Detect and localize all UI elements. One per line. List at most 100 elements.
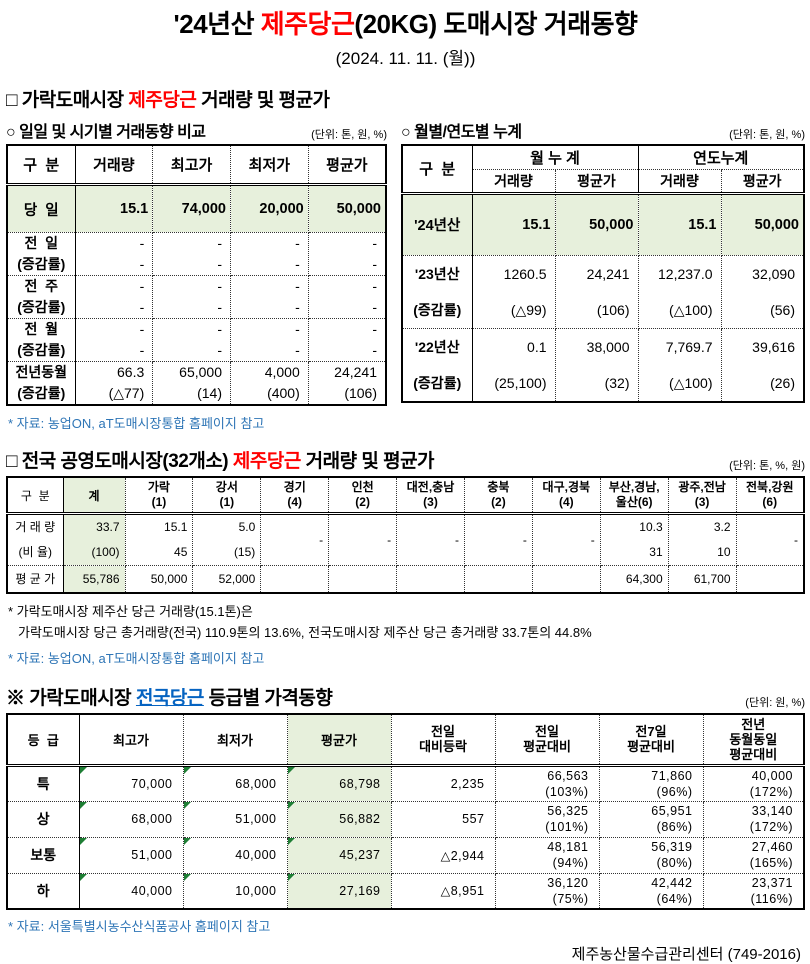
cell: 48,181 (94%) [494, 836, 600, 874]
cell: 3.2 10 [667, 513, 737, 566]
cell: 23,371 (116%) [702, 872, 805, 910]
line: - [372, 256, 377, 272]
nationwide-carrot-link[interactable]: 전국당근 [135, 687, 204, 709]
line: (75%) [552, 891, 589, 906]
cell [260, 565, 330, 593]
row-label: 전 일 (증감률) [6, 232, 76, 276]
line: - [319, 532, 324, 547]
cell: 50,000 [307, 184, 387, 233]
line: 40,000 [751, 768, 793, 783]
cell: -- [152, 232, 231, 276]
line: (증감률) [17, 256, 66, 272]
col-header: 거래량 [637, 168, 722, 195]
cell: 42,442 (64%) [598, 872, 704, 910]
line: 24,241 [586, 265, 630, 282]
line: - [217, 235, 222, 251]
line: 56,325 [547, 804, 589, 818]
cell: 66,563 (103%) [494, 764, 600, 802]
row-label: '24년산 [401, 192, 473, 256]
section3-heading-suffix: 등급별 가격동향 [203, 687, 333, 709]
line: (172%) [749, 784, 793, 799]
line: (△99) [510, 301, 547, 318]
line: 39,616 [752, 338, 795, 355]
line: 38,000 [586, 338, 630, 355]
cell: -- [74, 232, 154, 276]
line: - [295, 235, 300, 251]
line: - [139, 278, 145, 294]
line: 평균대비 [729, 746, 778, 762]
cell: 36,120 (75%) [494, 872, 600, 910]
line: 3.2 [713, 520, 731, 534]
cell: △2,944 [390, 836, 496, 874]
cell: 61,700 [667, 565, 737, 593]
section2-note-line2: 가락도매시장 당근 총거래량(전국) 110.9톤의 13.6%, 전국도매시장… [18, 624, 592, 640]
line: 1260.5 [503, 265, 547, 282]
grade-row-high: 상 68,000 51,000 56,882 557 56,325 (101%) … [6, 800, 805, 838]
cell: -- [307, 232, 387, 276]
line: (106) [596, 301, 630, 318]
cell: 50,000 [554, 192, 639, 256]
col-header: 평균가 [554, 168, 639, 195]
title-highlight: 제주당근 [260, 9, 355, 39]
cell: 20,000 [230, 184, 309, 233]
row-label: 거 래 량 (비 율) [6, 513, 64, 566]
cell: 74,000 [152, 184, 231, 233]
line: - [522, 532, 527, 547]
cell: 50,000 [124, 565, 194, 593]
nationwide-header-row: 구 분 계 가락 (1) 강서 (1) 경기 (4) 인천 (2) 대전,충남 (3) 충… [6, 476, 805, 515]
volume-row: 거 래 량 (비 율) 33.7 (100) 15.1 45 5.0 (15) - - … [6, 513, 805, 566]
line: - [217, 299, 222, 315]
line: 강서 [215, 480, 238, 494]
line: - [295, 299, 300, 315]
line: - [295, 278, 300, 294]
line: 광주,전남 [678, 480, 726, 494]
cell: - [260, 513, 330, 566]
cell: 15.1 [74, 184, 154, 233]
line: 경기 [283, 480, 306, 494]
line: (64%) [656, 891, 693, 906]
line: 36,120 [547, 875, 589, 890]
col-header: 전일 대비등락 [390, 713, 496, 767]
line: - [454, 532, 459, 547]
line: 23,371 [751, 875, 793, 890]
cell: 56,319 (80%) [598, 836, 704, 874]
cell: △8,951 [390, 872, 496, 910]
line: (증감률) [17, 299, 66, 315]
line: (94%) [552, 856, 589, 870]
line: 56,319 [651, 840, 693, 854]
cell: 68,000 [78, 800, 184, 838]
cell: -- [230, 232, 309, 276]
col-header: 충북 (2) [463, 476, 533, 515]
cell: 71,860 (96%) [598, 764, 704, 802]
title-prefix: '24년산 [173, 9, 261, 39]
col-header: 평균가 [720, 168, 805, 195]
daily-header-row: 구 분 거래량 최고가 최저가 평균가 [6, 144, 387, 186]
line: (106) [344, 385, 377, 401]
section2-heading-prefix: □ 전국 공영도매시장(32개소) [6, 451, 233, 472]
line: 31 [649, 545, 663, 559]
line: 평균대비 [627, 739, 675, 754]
row-label: 보통 [6, 836, 80, 874]
line: 5.0 [238, 520, 256, 534]
col-header: 평균가 [307, 144, 387, 186]
cell: -- [74, 275, 154, 319]
line: 24,241 [334, 364, 377, 380]
line: 전 월 [24, 321, 59, 337]
line: (15) [233, 545, 256, 559]
line: 전북,강원 [746, 480, 794, 494]
section2-heading-highlight: 제주당근 [232, 451, 301, 472]
cell: 4,000 (400) [230, 361, 309, 406]
line: (증감률) [17, 342, 66, 358]
col-header: 구 분 [6, 144, 76, 186]
cell: 0.1 (25,100) [471, 327, 556, 402]
cell [396, 565, 465, 593]
cell: 65,951 (86%) [598, 800, 704, 838]
line: - [372, 278, 377, 294]
line: (32) [604, 374, 630, 391]
line: - [295, 342, 300, 358]
line: (증감률) [413, 374, 462, 391]
line: 동월동일 [729, 731, 778, 747]
line: 45 [174, 545, 188, 559]
col-header: 최저가 [230, 144, 309, 186]
cell: - [463, 513, 533, 566]
